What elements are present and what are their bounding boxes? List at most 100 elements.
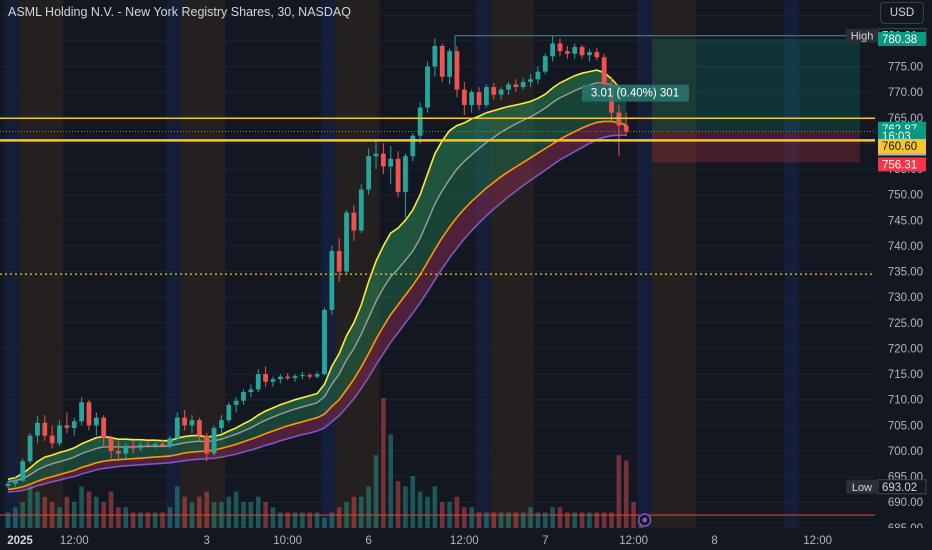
candle-body	[145, 444, 151, 446]
volume-bar	[292, 512, 298, 528]
candle-body	[116, 450, 121, 454]
candle-body	[564, 51, 570, 54]
candle	[358, 184, 364, 234]
volume-bar	[410, 476, 416, 528]
price-tick-label: 690.00	[888, 497, 923, 509]
volume-bar	[528, 507, 533, 528]
candle-body	[138, 444, 143, 449]
candle	[336, 238, 342, 282]
candle	[204, 433, 210, 462]
session-band	[490, 0, 535, 528]
candle-body	[461, 89, 467, 105]
candle	[579, 44, 585, 59]
volume-bar	[498, 512, 504, 528]
volume-bar	[5, 512, 11, 528]
candle	[300, 371, 305, 380]
candle	[189, 415, 195, 434]
time-axis-bg	[0, 528, 932, 550]
low-tag: Low	[852, 482, 872, 494]
candle-body	[358, 189, 364, 231]
candle-body	[277, 376, 283, 380]
price-tag-stop	[878, 157, 926, 172]
candle-body	[152, 443, 158, 446]
candle	[233, 397, 239, 413]
candle	[5, 481, 11, 488]
candle-body	[108, 438, 114, 451]
volume-bar	[160, 512, 165, 528]
volume-bar	[373, 455, 379, 528]
price-tick-label: 775.00	[888, 62, 923, 74]
volume-bar	[579, 512, 585, 528]
candle-body	[5, 483, 11, 486]
volume-bar	[64, 496, 70, 528]
time-tick-label: 10:00	[273, 535, 302, 547]
candle-body	[35, 422, 40, 436]
candle	[219, 415, 224, 434]
candle-body	[557, 43, 563, 52]
candle-body	[506, 84, 511, 90]
candle-body	[12, 480, 18, 484]
candle	[79, 397, 84, 426]
volume-bar	[322, 517, 327, 528]
currency-button[interactable]: USD	[880, 2, 924, 24]
event-marker-dot	[642, 517, 648, 523]
position-label: 3.01 (0.40%) 301	[591, 88, 679, 100]
price-tick-label: 730.00	[888, 292, 923, 304]
chart-title: ASML Holding N.V. - New York Registry Sh…	[8, 5, 351, 19]
candle-body	[623, 125, 629, 132]
volume-bar	[469, 507, 474, 528]
candle-body	[601, 57, 607, 85]
candle	[506, 81, 511, 95]
session-band	[4, 0, 20, 528]
session-band	[637, 0, 652, 528]
candle-body	[314, 374, 320, 377]
volume-bar	[616, 455, 622, 528]
volume-bar	[454, 496, 460, 528]
price-tick-label: 750.00	[888, 190, 923, 202]
candle	[454, 46, 460, 98]
candle	[329, 245, 335, 316]
price-tag-text: 693.02	[882, 482, 917, 494]
candle	[535, 66, 541, 85]
candle-body	[476, 92, 482, 105]
candle-body	[255, 374, 261, 390]
high-tag-bg	[846, 28, 878, 43]
candle	[447, 48, 452, 85]
candle	[145, 440, 151, 449]
volume-bar	[388, 434, 394, 528]
volume-bar	[57, 507, 62, 528]
candle-body	[42, 422, 48, 436]
candle	[71, 417, 77, 436]
candle	[20, 458, 26, 482]
price-tag-text: 756.31	[882, 159, 917, 171]
volume-bar	[587, 512, 592, 528]
candle-body	[241, 392, 246, 401]
candle	[12, 476, 18, 487]
candle-body	[528, 79, 533, 82]
volume-bar	[130, 512, 136, 528]
volume-bar	[226, 496, 232, 528]
candle-body	[79, 402, 84, 422]
candle-body	[270, 379, 276, 382]
candle-body	[233, 400, 239, 405]
price-tick-label: 715.00	[888, 369, 923, 381]
candle	[498, 87, 504, 100]
price-tag-target	[878, 31, 926, 46]
candle-body	[344, 212, 349, 272]
volume-bar	[557, 507, 563, 528]
volume-bar	[197, 496, 202, 528]
candle	[351, 204, 357, 241]
ema-ribbon-slow	[8, 121, 627, 493]
candle	[380, 143, 386, 175]
volume-bar	[27, 486, 33, 528]
candle	[255, 368, 261, 393]
candle	[292, 374, 298, 382]
volume-bar	[94, 496, 99, 528]
price-tick-label: 720.00	[888, 343, 923, 355]
candle	[616, 104, 622, 157]
candle	[410, 133, 416, 162]
volume-bar	[329, 512, 335, 528]
candle-body	[380, 153, 386, 167]
